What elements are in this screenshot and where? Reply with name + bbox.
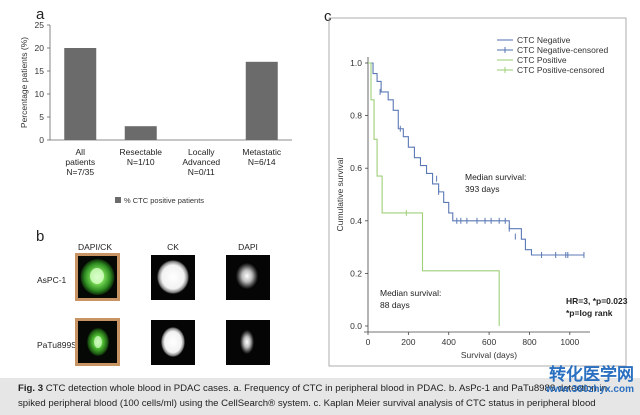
watermark-url: www.360zhyx.com bbox=[546, 384, 634, 395]
c-x-tick-label: 400 bbox=[442, 337, 456, 347]
a-x-tick-label: Advanced bbox=[182, 157, 220, 167]
c-annotation: Median survival: bbox=[380, 288, 441, 298]
a-x-tick-label: Metastatic bbox=[242, 147, 281, 157]
panel-b-micrographs bbox=[75, 253, 270, 366]
c-x-tick-label: 1000 bbox=[560, 337, 579, 347]
c-x-tick-label: 0 bbox=[366, 337, 371, 347]
watermark-text: 转化医学网 bbox=[549, 365, 634, 384]
c-annotation: Median survival: bbox=[465, 172, 526, 182]
c-series-line bbox=[368, 62, 584, 256]
c-legend-label: CTC Negative-censored bbox=[517, 45, 608, 55]
a-legend-label: % CTC positive patients bbox=[124, 196, 204, 205]
a-x-tick-label: patients bbox=[65, 157, 95, 167]
c-annotation: 88 days bbox=[380, 300, 410, 310]
panel-a-letter: a bbox=[36, 6, 45, 23]
c-legend-label: CTC Negative bbox=[517, 35, 571, 45]
figure-caption: Fig. 3 CTC detection whole blood in PDAC… bbox=[0, 378, 640, 415]
col-label-ck: CK bbox=[167, 242, 179, 252]
c-y-tick-label: 0.4 bbox=[350, 216, 362, 226]
a-category-note: N=0/11 bbox=[188, 167, 215, 177]
a-category-note: N=1/10 bbox=[127, 157, 155, 167]
a-y-tick-label: 20 bbox=[35, 43, 45, 53]
panel-a-bar-chart: 0 5 10 15 20 25 Percentage patients (%) Allpat… bbox=[19, 20, 292, 205]
c-y-tick-label: 0.2 bbox=[350, 268, 362, 278]
panel-c-letter: c bbox=[324, 8, 332, 25]
a-bar bbox=[124, 126, 157, 140]
a-bar bbox=[64, 48, 97, 140]
a-y-tick-label: 25 bbox=[35, 20, 45, 30]
c-x-tick-label: 600 bbox=[482, 337, 496, 347]
panel-c-km-chart: 0.0 0.2 0.4 0.6 0.8 1.0 0 200 400 600 800 1000 Cumul… bbox=[328, 17, 628, 367]
a-y-tick-label: 0 bbox=[39, 135, 44, 145]
a-y-tick-label: 15 bbox=[35, 66, 45, 76]
c-y-axis-label: Cumulative survival bbox=[335, 158, 345, 232]
caption-fig-label: Fig. 3 bbox=[18, 383, 44, 394]
a-y-tick-label: 10 bbox=[35, 89, 45, 99]
c-annotation: 393 days bbox=[465, 184, 500, 194]
a-category-note: N=7/35 bbox=[66, 167, 94, 177]
c-legend-label: CTC Positive bbox=[517, 55, 567, 65]
c-x-tick-label: 800 bbox=[522, 337, 536, 347]
a-x-tick-label: Resectable bbox=[119, 147, 162, 157]
a-y-axis-label: Percentage patients (%) bbox=[19, 37, 29, 128]
c-x-tick-label: 200 bbox=[401, 337, 415, 347]
row-label-patu: PaTu899S bbox=[37, 340, 77, 350]
a-x-tick-label: All bbox=[76, 147, 86, 157]
a-x-tick-label: Locally bbox=[188, 147, 215, 157]
c-panel-frame bbox=[328, 17, 627, 367]
caption-text: CTC detection whole blood in PDAC cases.… bbox=[18, 383, 607, 409]
c-x-axis-label: Survival (days) bbox=[461, 350, 517, 360]
a-bar bbox=[245, 61, 278, 140]
col-label-dapi: DAPI bbox=[238, 242, 258, 252]
c-y-tick-label: 1.0 bbox=[350, 58, 362, 68]
row-label-aspc1: AsPC-1 bbox=[37, 275, 67, 285]
a-category-note: N=6/14 bbox=[248, 157, 276, 167]
c-y-tick-label: 0.6 bbox=[350, 163, 362, 173]
c-y-tick-label: 0.0 bbox=[350, 321, 362, 331]
col-label-dapi-ck: DAPI/CK bbox=[77, 242, 112, 252]
watermark-logo: 转化医学网 www.360zhyx.com bbox=[546, 365, 634, 396]
c-series-line bbox=[368, 62, 500, 326]
c-legend-label: CTC Positive-censored bbox=[517, 65, 605, 75]
c-annotation: HR=3, *p=0.023 bbox=[566, 296, 628, 306]
a-legend-swatch bbox=[115, 197, 121, 203]
c-annotation: *p=log rank bbox=[566, 308, 613, 318]
a-y-tick-label: 5 bbox=[39, 112, 44, 122]
c-y-tick-label: 0.8 bbox=[350, 111, 362, 121]
panel-b-letter: b bbox=[36, 228, 45, 245]
